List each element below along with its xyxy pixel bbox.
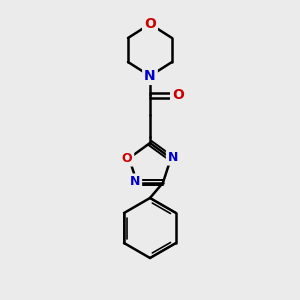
Text: O: O — [172, 88, 184, 102]
Text: N: N — [168, 151, 178, 164]
Text: O: O — [122, 152, 132, 165]
Text: O: O — [144, 17, 156, 31]
Text: N: N — [130, 175, 140, 188]
Text: N: N — [144, 69, 156, 83]
